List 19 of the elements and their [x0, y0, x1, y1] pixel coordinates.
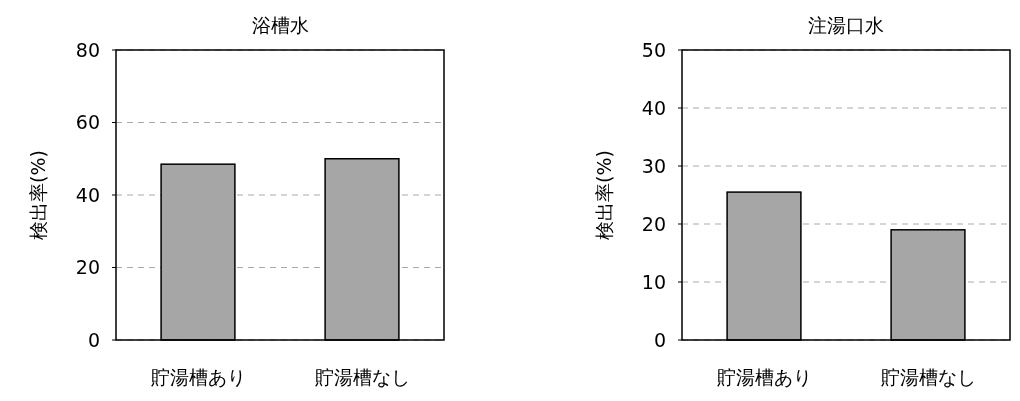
- y-tick-label: 60: [75, 111, 100, 134]
- y-tick-label: 50: [641, 38, 666, 61]
- x-tick-label: 貯湯槽なし: [314, 366, 410, 388]
- y-tick-label: 0: [653, 328, 666, 351]
- x-tick-label: 貯湯槽なし: [880, 366, 976, 388]
- y-tick-label: 40: [641, 96, 666, 119]
- y-tick-label: 20: [75, 256, 100, 279]
- y-tick-label: 10: [641, 270, 666, 293]
- y-tick-label: 80: [75, 38, 100, 61]
- chart-title: 浴槽水: [251, 14, 309, 36]
- y-axis-title: 検出率(%): [26, 150, 49, 240]
- y-axis-title: 検出率(%): [592, 150, 615, 240]
- x-tick-label: 貯湯槽あり: [150, 366, 246, 388]
- y-tick-label: 20: [641, 212, 666, 235]
- x-tick-label: 貯湯槽あり: [716, 366, 812, 388]
- chart-title: 注湯口水: [808, 14, 884, 36]
- y-tick-label: 40: [75, 183, 100, 206]
- y-tick-label: 0: [87, 328, 100, 351]
- y-tick-label: 30: [641, 154, 666, 177]
